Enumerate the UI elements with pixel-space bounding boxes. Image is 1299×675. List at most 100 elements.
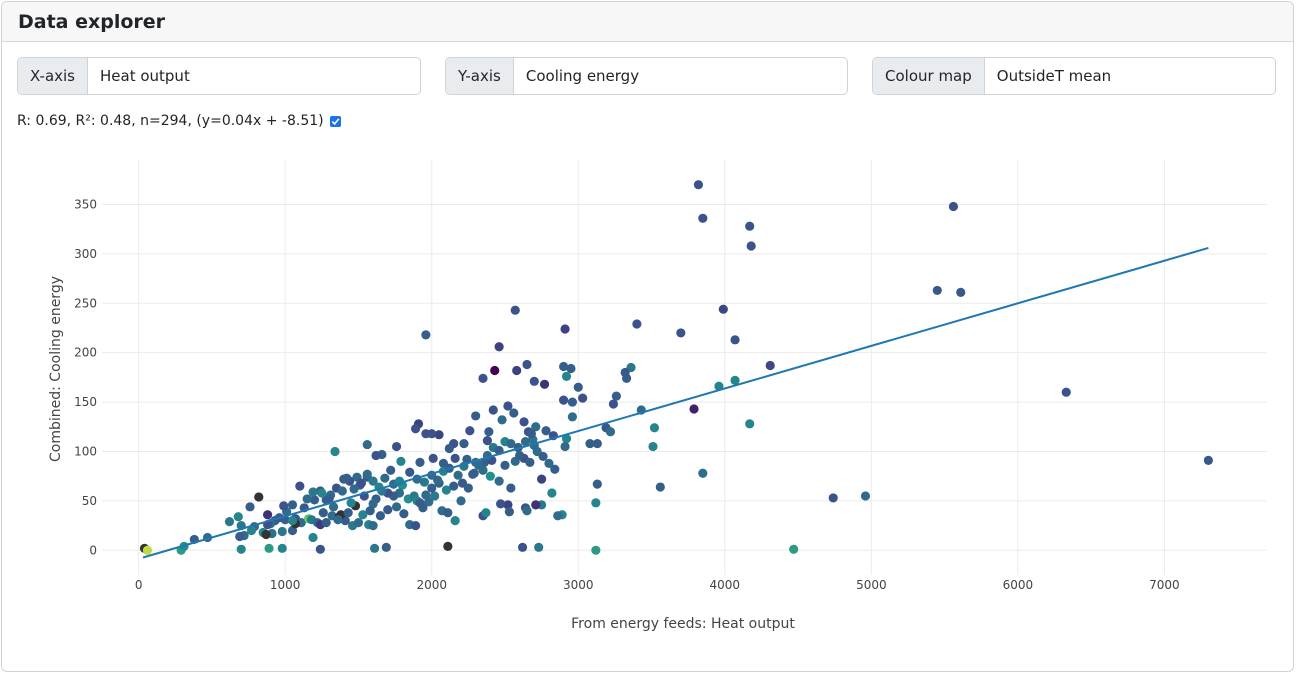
scatter-point	[396, 456, 406, 466]
scatter-point	[519, 417, 529, 427]
y-tick-label: 350	[74, 197, 97, 211]
scatter-point	[745, 419, 755, 429]
scatter-point	[485, 471, 495, 481]
scatter-point	[430, 491, 440, 501]
scatter-point	[561, 371, 572, 381]
scatter-point	[459, 438, 469, 449]
scatter-point	[277, 543, 287, 553]
scatter-point	[443, 541, 453, 551]
x-axis-select[interactable]: Heat output	[88, 58, 420, 94]
scatter-point	[689, 404, 699, 414]
scatter-point	[526, 429, 536, 439]
colour-map-select[interactable]: OutsideT mean	[985, 58, 1275, 94]
scatter-point	[287, 500, 298, 510]
scatter-point	[497, 415, 507, 425]
scatter-point	[539, 379, 550, 389]
colour-map-select-group[interactable]: Colour map OutsideT mean	[872, 57, 1276, 95]
scatter-point	[391, 502, 402, 512]
scatter-point	[450, 516, 460, 526]
scatter-point	[547, 488, 557, 498]
x-tick-label: 0	[135, 578, 143, 592]
scatter-point	[560, 324, 570, 334]
x-tick-label: 5000	[856, 578, 887, 592]
panel-header: Data explorer	[2, 2, 1293, 42]
y-tick-label: 250	[74, 296, 97, 310]
scatter-point	[559, 361, 569, 372]
scatter-point	[605, 427, 616, 437]
scatter-point	[342, 473, 352, 483]
x-axis-title: From energy feeds: Heat output	[571, 616, 795, 632]
scatter-point	[553, 511, 563, 521]
scatter-point	[482, 436, 493, 446]
scatter-point	[537, 474, 547, 484]
scatter-point	[512, 365, 522, 376]
scatter-point	[648, 441, 658, 452]
scatter-point	[441, 485, 451, 495]
scatter-point	[765, 360, 775, 371]
scatter-point	[506, 483, 516, 493]
scatter-point	[730, 375, 740, 385]
scatter-point	[592, 479, 602, 489]
scatter-point	[399, 509, 409, 519]
scatter-point	[295, 481, 305, 491]
checkmark-icon	[331, 117, 340, 125]
x-tick-label: 2000	[416, 578, 447, 592]
scatter-point	[611, 391, 621, 401]
scatter-point	[142, 545, 153, 555]
scatter-point	[264, 543, 274, 553]
scatter-point	[550, 464, 560, 474]
scatter-point	[494, 476, 504, 486]
scatter-point	[427, 483, 437, 493]
scatter-point	[649, 423, 660, 433]
scatter-point	[287, 516, 298, 526]
scatter-point	[308, 487, 318, 497]
y-axis-select[interactable]: Cooling energy	[514, 58, 847, 94]
scatter-point	[434, 430, 444, 440]
scatter-point	[510, 305, 520, 315]
scatter-point	[337, 486, 347, 496]
scatter-point	[410, 520, 421, 531]
scatter-point	[391, 441, 402, 452]
scatter-point	[1203, 455, 1213, 465]
scatter-point	[620, 367, 630, 378]
scatter-point	[362, 469, 372, 479]
scatter-point	[261, 529, 271, 540]
y-axis-label: Y-axis	[446, 58, 514, 94]
scatter-point	[860, 491, 871, 501]
scatter-point	[321, 518, 331, 528]
scatter-point	[308, 532, 318, 543]
scatter-point	[383, 505, 393, 515]
scatter-point	[463, 483, 473, 493]
show-fit-checkbox[interactable]	[329, 115, 341, 127]
scatter-point	[353, 518, 364, 528]
scatter-point	[531, 500, 541, 510]
scatter-point	[956, 287, 966, 298]
scatter-point	[419, 477, 429, 487]
scatter-point	[362, 439, 372, 450]
scatter-point	[932, 285, 942, 296]
scatter-point	[432, 475, 443, 485]
y-tick-label: 150	[74, 395, 97, 409]
scatter-point	[375, 511, 386, 521]
scatter-point	[443, 508, 453, 518]
y-axis-title: Combined: Cooling energy	[48, 276, 64, 462]
y-axis-select-group[interactable]: Y-axis Cooling energy	[445, 57, 848, 95]
scatter-point	[317, 488, 327, 498]
scatter-point	[450, 453, 460, 464]
scatter-point	[573, 382, 583, 392]
scatter-point	[421, 490, 431, 500]
axis-controls: X-axis Heat output Y-axis Cooling energy…	[16, 57, 1276, 95]
scatter-point	[567, 412, 577, 422]
scatter-point	[380, 473, 390, 483]
regression-stats: R: 0.69, R²: 0.48, n=294, (y=0.04x + -8.…	[17, 113, 341, 129]
colour-map-value: OutsideT mean	[996, 67, 1112, 85]
scatter-point	[531, 422, 541, 432]
y-axis-value: Cooling energy	[525, 67, 640, 85]
scatter-point	[503, 401, 513, 411]
x-axis-select-group[interactable]: X-axis Heat output	[17, 57, 421, 95]
scatter-point	[529, 376, 539, 386]
scatter-point	[279, 501, 289, 511]
colour-map-label: Colour map	[873, 58, 985, 94]
regression-stats-text: R: 0.69, R²: 0.48, n=294, (y=0.04x + -8.…	[17, 113, 324, 129]
